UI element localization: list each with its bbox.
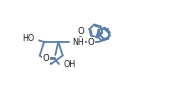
Text: O: O: [88, 38, 94, 46]
Text: O: O: [78, 27, 84, 36]
Text: O: O: [43, 54, 49, 63]
Text: NH: NH: [72, 38, 84, 46]
Text: OH: OH: [63, 60, 75, 69]
Text: HO: HO: [23, 34, 35, 43]
